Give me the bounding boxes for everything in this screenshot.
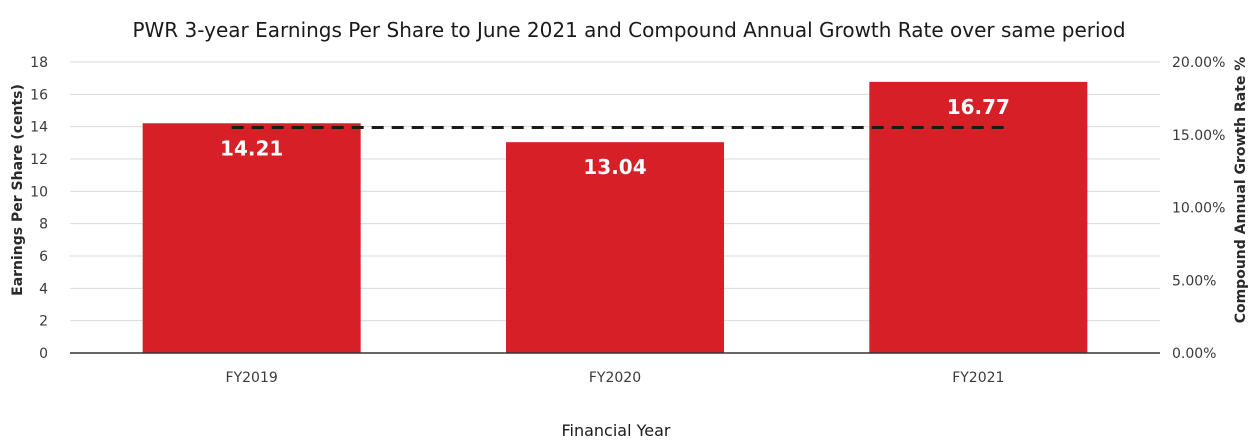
x-axis-ticks: FY2019 FY2020 FY2021 (226, 370, 1005, 386)
bars (142, 81, 1088, 353)
y-tick-label: 4 (39, 281, 48, 297)
y2-axis-label: Compound Annual Growth Rate % (1233, 57, 1249, 324)
chart-title: PWR 3-year Earnings Per Share to June 20… (132, 18, 1125, 42)
bar-value-label: 13.04 (583, 155, 646, 179)
bar-value-label: 14.21 (220, 136, 283, 160)
y-tick-label: 6 (39, 249, 48, 265)
y2-axis-ticks: 0.00% 5.00% 10.00% 15.00% 20.00% (1172, 55, 1225, 362)
bar-value-label: 16.77 (947, 95, 1010, 119)
y2-tick-label: 15.00% (1172, 128, 1225, 144)
x-tick-label: FY2020 (589, 370, 641, 386)
bar-value-labels: 14.21 13.04 16.77 (220, 95, 1010, 179)
y-tick-label: 16 (30, 87, 48, 103)
y2-tick-label: 10.00% (1172, 201, 1225, 217)
y-axis-ticks: 0 2 4 6 8 10 12 14 16 18 (30, 55, 48, 362)
y-tick-label: 8 (39, 217, 48, 233)
y-axis-label: Earnings Per Share (cents) (10, 84, 26, 296)
y2-tick-label: 5.00% (1172, 273, 1216, 289)
y-tick-label: 12 (30, 152, 48, 168)
y-tick-label: 2 (39, 314, 48, 330)
bar (506, 142, 724, 353)
y2-tick-label: 20.00% (1172, 55, 1225, 71)
y-tick-label: 14 (30, 120, 48, 136)
x-tick-label: FY2019 (226, 370, 278, 386)
y-tick-label: 0 (39, 346, 48, 362)
x-axis-label: Financial Year (561, 421, 670, 440)
x-tick-label: FY2021 (952, 370, 1004, 386)
y2-tick-label: 0.00% (1172, 346, 1216, 362)
y-tick-label: 10 (30, 184, 48, 200)
y-tick-label: 18 (30, 55, 48, 71)
bar (142, 123, 361, 353)
bar (869, 81, 1088, 353)
